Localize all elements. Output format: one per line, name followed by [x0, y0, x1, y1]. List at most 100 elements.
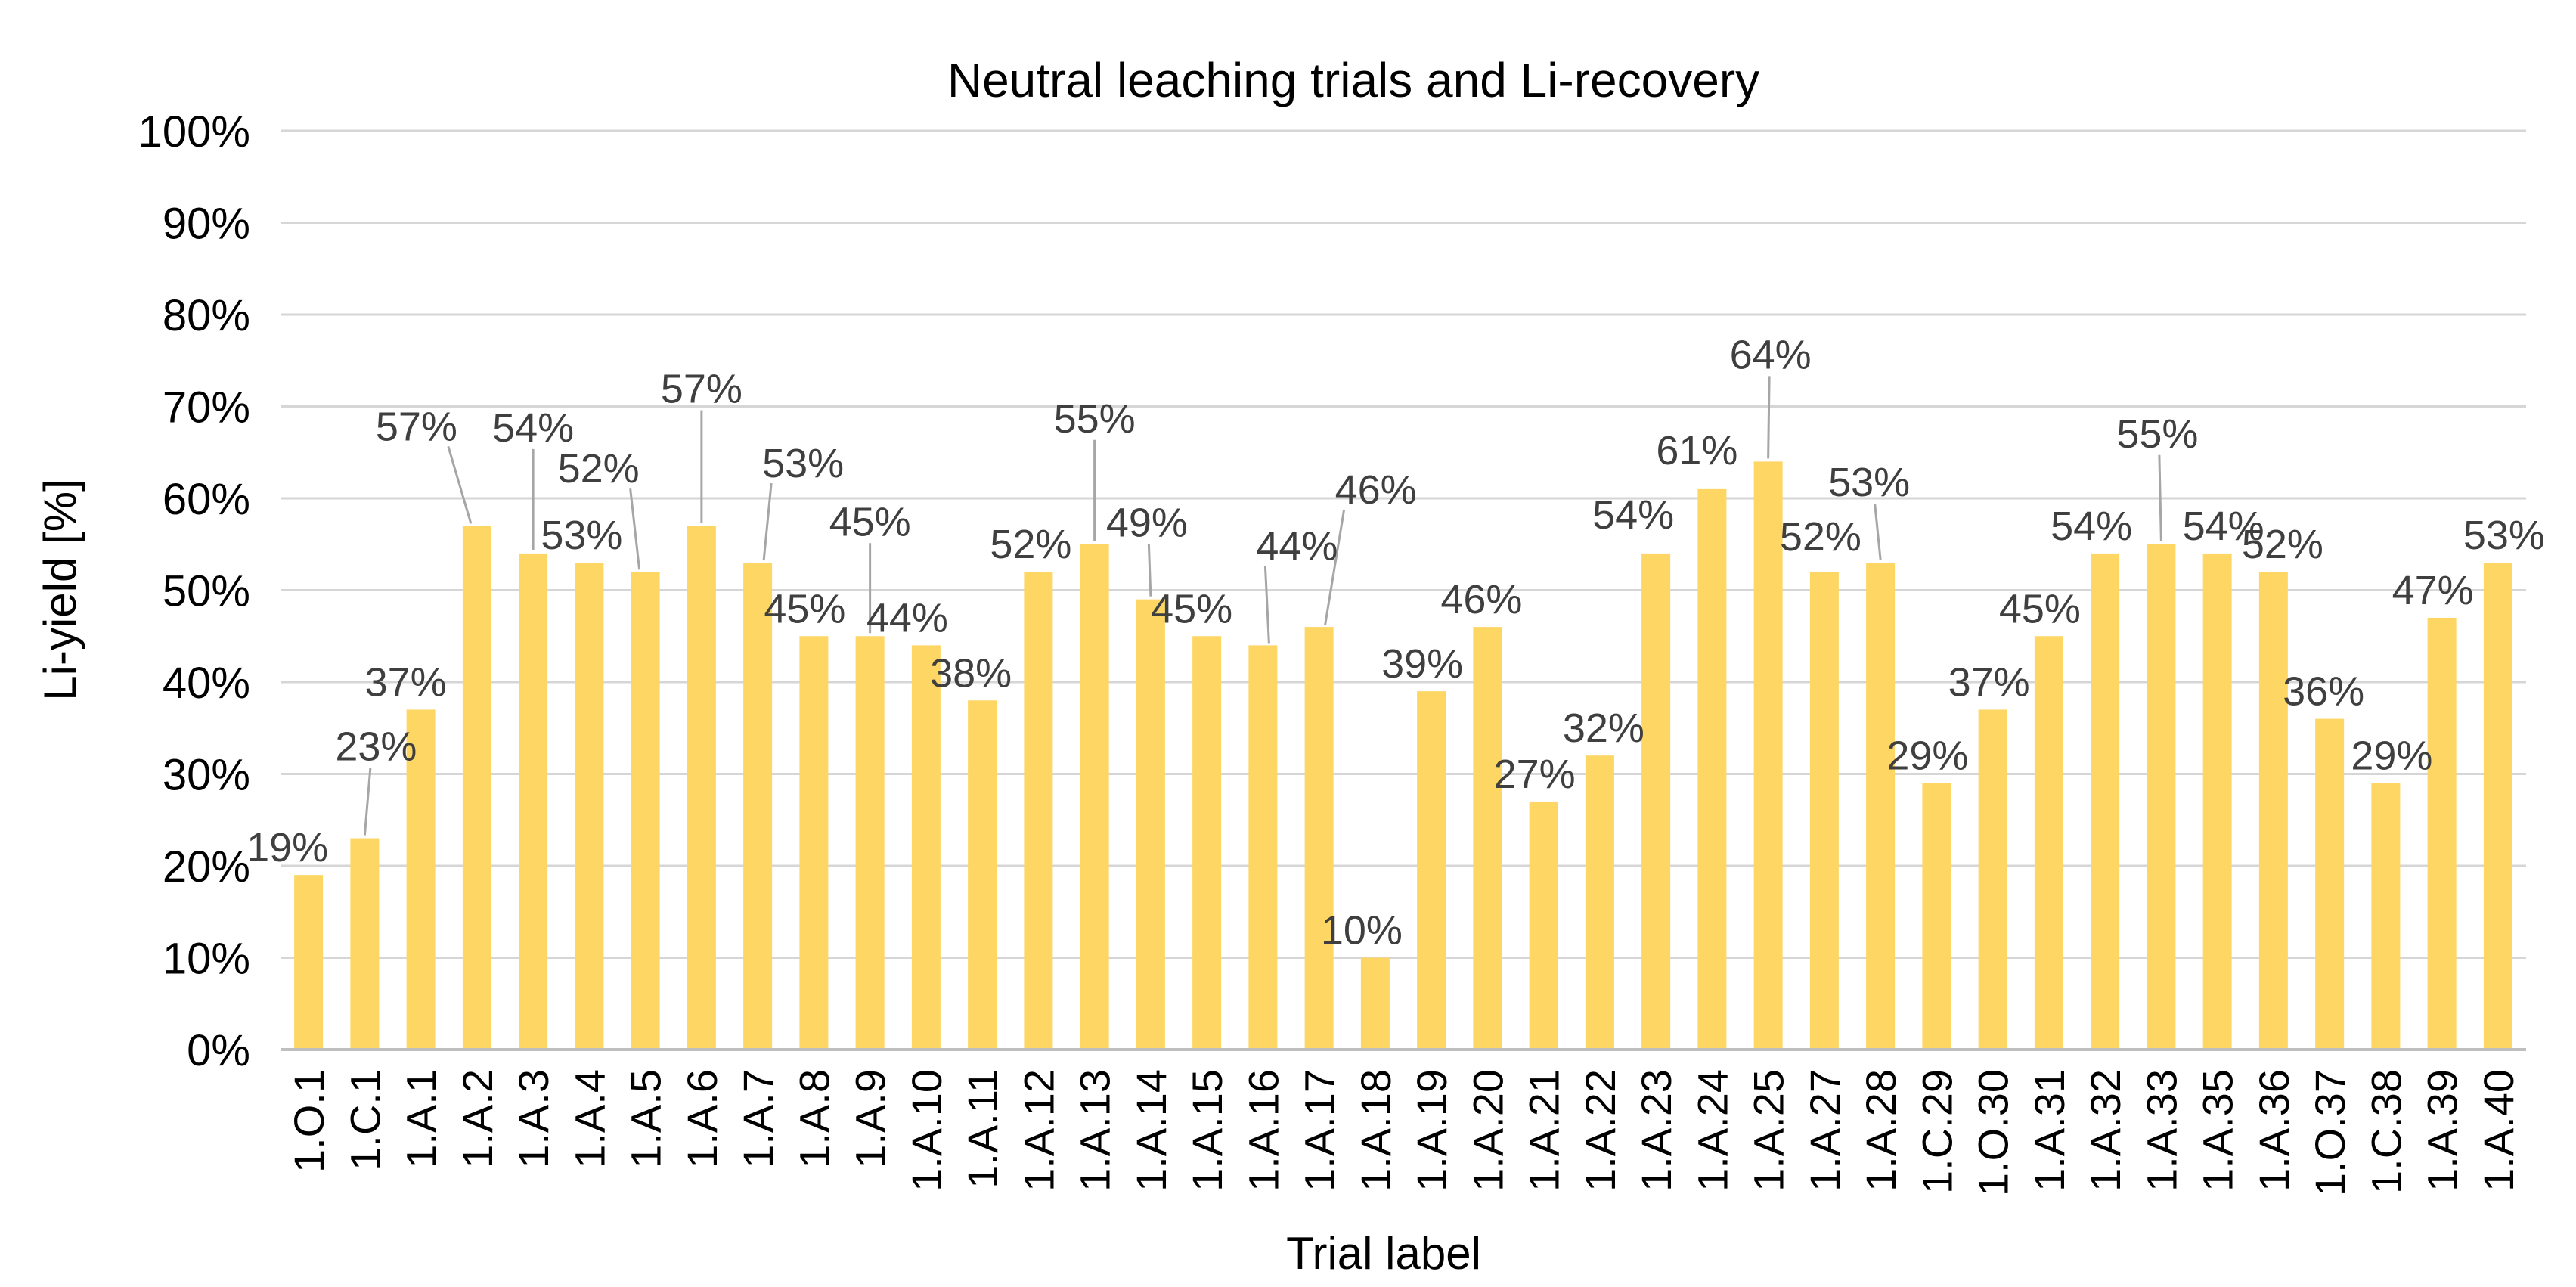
label-leader-line [2158, 454, 2162, 541]
x-tick-label: 1.A.40 [2475, 1069, 2522, 1192]
y-axis-tick-labels: 0% 10% 20% 30% 40% 50% 60% 70% 80% 90% 100% [138, 107, 250, 1075]
data-label: 53% [762, 441, 844, 486]
bar [1753, 461, 1783, 1050]
data-label: 44% [866, 595, 948, 640]
data-label: 38% [930, 650, 1012, 696]
bar [294, 875, 324, 1050]
bar [1922, 783, 1951, 1050]
data-label: 54% [1592, 492, 1674, 538]
bar [1978, 709, 2007, 1050]
x-tick-label: 1.A.32 [2082, 1069, 2129, 1192]
x-tick-label: 1.A.19 [1408, 1069, 1455, 1192]
data-label: 47% [2392, 568, 2474, 613]
bar [2258, 572, 2288, 1050]
x-tick-label: 1.A.8 [790, 1069, 838, 1168]
x-tick-label: 1.A.22 [1576, 1069, 1624, 1192]
data-label: 54% [2051, 504, 2132, 549]
bar [2034, 636, 2063, 1050]
y-tick-label: 70% [163, 383, 250, 433]
x-tick-label: 1.A.1 [398, 1069, 445, 1168]
bar [406, 709, 436, 1050]
bar [1248, 645, 1278, 1050]
data-label: 53% [1828, 460, 1910, 505]
label-leader-line [1324, 509, 1346, 625]
x-tick-label: 1.A.7 [734, 1069, 782, 1168]
data-label: 55% [1054, 396, 1136, 442]
x-tick-label: 1.A.28 [1857, 1069, 1905, 1192]
x-tick-label: 1.A.35 [2194, 1069, 2242, 1192]
x-tick-label: 1.A.24 [1688, 1069, 1736, 1192]
bar [1080, 544, 1109, 1050]
bar [1304, 627, 1334, 1050]
x-tick-label: 1.A.18 [1352, 1069, 1400, 1192]
bar [631, 572, 660, 1050]
bar [519, 553, 548, 1050]
data-label: 23% [335, 724, 417, 770]
bar [1585, 755, 1614, 1050]
data-label: 55% [2116, 411, 2198, 457]
x-tick-label: 1.A.15 [1183, 1069, 1231, 1192]
x-tick-label: 1.C.38 [2362, 1069, 2410, 1194]
label-leader-line [1263, 566, 1270, 644]
x-axis-tick-labels: 1.O.1 1.C.1 1.A.1 1.A.2 1.A.3 1.A.4 1.A.5 1.A.6… [285, 1069, 2522, 1196]
x-tick-label: 1.A.11 [959, 1069, 1006, 1189]
bar [968, 700, 997, 1050]
data-label: 46% [1335, 467, 1417, 513]
y-tick-label: 0% [187, 1026, 250, 1075]
bar [462, 526, 491, 1050]
data-label: 46% [1440, 577, 1522, 622]
x-tick-label: 1.A.33 [2137, 1069, 2185, 1192]
bar [2147, 544, 2176, 1050]
x-tick-label: 1.C.29 [1913, 1069, 1961, 1194]
x-tick-label: 1.A.4 [566, 1069, 613, 1168]
x-tick-label: 1.A.25 [1745, 1069, 1793, 1192]
label-leader-line [1147, 544, 1152, 597]
data-labels: 19% 23% 37% 57% 54% 53% 52% 57% 53% 45% 45% 44% 38% 5… [246, 332, 2545, 953]
y-tick-label: 80% [163, 291, 250, 340]
y-tick-label: 20% [163, 842, 250, 892]
data-label: 45% [1151, 586, 1232, 631]
label-leader-line [1874, 503, 1882, 560]
bar [1641, 553, 1671, 1050]
x-tick-label: 1.A.9 [847, 1069, 894, 1168]
x-tick-label: 1.A.5 [622, 1069, 670, 1168]
label-leader-line [1767, 376, 1771, 459]
data-label: 52% [2242, 522, 2323, 567]
bar [2427, 617, 2457, 1050]
data-label: 29% [1886, 733, 1968, 779]
data-label: 57% [661, 366, 742, 411]
bar [743, 563, 773, 1050]
bar [350, 838, 380, 1050]
bar [1866, 563, 1896, 1050]
x-tick-label: 1.O.1 [285, 1069, 333, 1173]
bar [799, 636, 829, 1050]
bar [2483, 563, 2512, 1050]
data-label: 49% [1106, 501, 1188, 546]
y-axis-title: Li-yield [%] [35, 479, 85, 700]
x-tick-label: 1.A.27 [1801, 1069, 1849, 1192]
x-tick-label: 1.A.10 [903, 1069, 950, 1192]
y-tick-label: 100% [138, 107, 250, 157]
data-label: 52% [1780, 514, 1861, 560]
label-leader-line [447, 446, 473, 524]
data-label: 57% [376, 404, 457, 449]
bar [2091, 553, 2120, 1050]
x-tick-label: 1.C.1 [341, 1069, 389, 1171]
label-leader-line [762, 482, 773, 561]
x-axis-title: Trial label [1286, 1228, 1481, 1279]
bar [1697, 488, 1727, 1050]
label-leader-lines [363, 376, 2162, 836]
y-tick-label: 50% [163, 567, 250, 616]
data-label: 32% [1563, 706, 1644, 751]
bar [911, 645, 941, 1050]
x-tick-label: 1.A.3 [510, 1069, 557, 1168]
x-tick-label: 1.A.6 [678, 1069, 726, 1168]
data-label: 10% [1321, 908, 1403, 954]
x-tick-label: 1.A.39 [2419, 1069, 2466, 1192]
data-label: 44% [1256, 523, 1338, 569]
x-tick-label: 1.A.17 [1296, 1069, 1344, 1192]
x-tick-label: 1.A.31 [2026, 1069, 2073, 1192]
data-label: 54% [492, 405, 574, 451]
